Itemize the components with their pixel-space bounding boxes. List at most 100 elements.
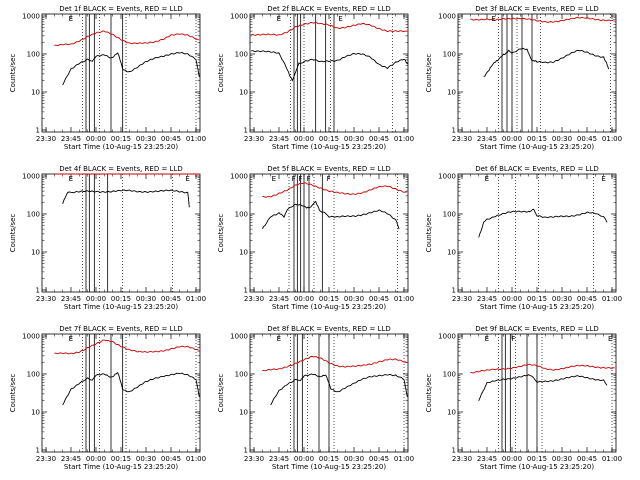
x-tick-label: 00:00 <box>502 135 522 143</box>
x-tick-label: 00:15 <box>319 455 339 463</box>
flag-marker: E <box>69 335 73 343</box>
chart-panel-8: Det 8f BLACK = Events, RED = LLD 1 10 100 10… <box>217 325 414 471</box>
chart-title: Det 6f BLACK = Events, RED = LLD <box>475 165 598 173</box>
x-tick-label: 00:15 <box>527 135 547 143</box>
plot-frame <box>41 173 201 293</box>
plot-frame <box>41 333 201 453</box>
x-tick-label: 23:30 <box>36 455 56 463</box>
chart-panel-1: Det 1f BLACK = Events, RED = LLD 1 10 100 10… <box>9 5 206 151</box>
chart-panel-6: Det 6f BLACK = Events, RED = LLD 1 10 100 10… <box>425 165 622 311</box>
y-axis-label: Counts/sec <box>425 54 433 93</box>
x-tick-label: 00:15 <box>527 295 547 303</box>
plot-frame <box>249 13 409 133</box>
x-tick-label: 01:00 <box>394 135 414 143</box>
flag-marker: E <box>277 15 281 23</box>
lld-series-line <box>262 182 407 198</box>
flag-marker: F <box>307 175 311 183</box>
lld-series-line <box>470 16 615 23</box>
flag-marker: E <box>272 175 276 183</box>
x-tick-label: 00:30 <box>136 455 156 463</box>
y-tick-label: 1 <box>244 287 248 295</box>
x-axis-label: Start Time (10-Aug-15 23:25:20) <box>480 463 594 471</box>
x-tick-label: 00:15 <box>111 135 131 143</box>
x-tick-label: 23:45 <box>477 455 497 463</box>
events-series-line <box>62 372 200 406</box>
lld-series-line <box>470 363 615 374</box>
y-tick-label: 1000 <box>22 173 40 181</box>
y-tick-label: 10 <box>447 89 456 97</box>
flag-marker: F <box>292 175 296 183</box>
y-tick-label: 1000 <box>438 333 456 341</box>
y-axis-label: Counts/sec <box>217 214 225 253</box>
x-tick-label: 00:30 <box>344 295 364 303</box>
x-tick-label: 01:00 <box>602 135 622 143</box>
lld-series-line <box>54 339 199 355</box>
y-tick-label: 100 <box>27 371 40 379</box>
x-tick-label: 00:45 <box>577 135 597 143</box>
x-tick-label: 23:45 <box>61 295 81 303</box>
x-tick-label: 00:30 <box>136 295 156 303</box>
flag-marker: E <box>608 335 612 343</box>
x-tick-label: 01:00 <box>186 455 206 463</box>
x-axis-label: Start Time (10-Aug-15 23:25:20) <box>64 303 178 311</box>
lld-series-line <box>262 355 407 372</box>
flag-marker: F <box>327 175 331 183</box>
y-tick-label: 10 <box>239 409 248 417</box>
flag-marker: E <box>338 15 342 23</box>
x-tick-label: 23:45 <box>477 135 497 143</box>
x-tick-label: 01:00 <box>602 455 622 463</box>
y-tick-label: 10 <box>31 409 40 417</box>
x-tick-label: 00:00 <box>502 295 522 303</box>
x-tick-label: 00:45 <box>161 455 181 463</box>
x-tick-label: 01:00 <box>394 455 414 463</box>
chart-title: Det 9f BLACK = Events, RED = LLD <box>475 325 598 333</box>
y-tick-label: 1000 <box>230 13 248 21</box>
x-tick-label: 01:00 <box>186 295 206 303</box>
x-tick-label: 00:00 <box>294 295 314 303</box>
x-tick-label: 23:45 <box>269 135 289 143</box>
flag-marker: E <box>69 15 73 23</box>
y-tick-label: 10 <box>447 409 456 417</box>
x-axis-label: Start Time (10-Aug-15 23:25:20) <box>64 143 178 151</box>
x-tick-label: 00:00 <box>294 135 314 143</box>
x-tick-label: 00:30 <box>136 135 156 143</box>
x-tick-label: 23:30 <box>244 135 264 143</box>
x-tick-label: 01:00 <box>394 295 414 303</box>
x-tick-label: 01:00 <box>186 135 206 143</box>
chart-panel-9: Det 9f BLACK = Events, RED = LLD 1 10 100 10… <box>425 325 622 471</box>
y-tick-label: 1000 <box>230 173 248 181</box>
events-series-line <box>483 47 610 78</box>
chart-title: Det 1f BLACK = Events, RED = LLD <box>59 5 182 13</box>
x-tick-label: 23:45 <box>269 295 289 303</box>
x-tick-label: 00:00 <box>86 295 106 303</box>
flag-marker: E <box>491 15 495 23</box>
x-tick-label: 00:30 <box>552 135 572 143</box>
events-series-line <box>478 208 608 238</box>
x-tick-label: 00:30 <box>344 455 364 463</box>
x-tick-label: 00:45 <box>577 295 597 303</box>
x-tick-label: 00:15 <box>111 455 131 463</box>
chart-panel-3: Det 3f BLACK = Events, RED = LLD 1 10 100 10… <box>425 5 622 151</box>
y-tick-label: 100 <box>235 371 248 379</box>
y-tick-label: 1000 <box>438 173 456 181</box>
x-tick-label: 23:30 <box>244 455 264 463</box>
x-tick-label: 00:45 <box>577 455 597 463</box>
x-tick-label: 00:15 <box>319 135 339 143</box>
x-axis-label: Start Time (10-Aug-15 23:25:20) <box>480 143 594 151</box>
y-tick-label: 10 <box>31 89 40 97</box>
x-axis-label: Start Time (10-Aug-15 23:25:20) <box>272 143 386 151</box>
y-tick-label: 1 <box>36 287 40 295</box>
y-axis-label: Counts/sec <box>425 374 433 413</box>
y-axis-label: Counts/sec <box>9 374 17 413</box>
x-axis-label: Start Time (10-Aug-15 23:25:20) <box>480 303 594 311</box>
x-tick-label: 23:30 <box>452 135 472 143</box>
y-tick-label: 100 <box>27 211 40 219</box>
chart-title: Det 5f BLACK = Events, RED = LLD <box>267 165 390 173</box>
y-axis-label: Counts/sec <box>217 374 225 413</box>
y-tick-label: 10 <box>239 249 248 257</box>
events-series-line <box>251 50 409 82</box>
y-axis-label: Counts/sec <box>425 214 433 253</box>
plot-frame <box>41 13 201 133</box>
x-tick-label: 00:15 <box>111 295 131 303</box>
